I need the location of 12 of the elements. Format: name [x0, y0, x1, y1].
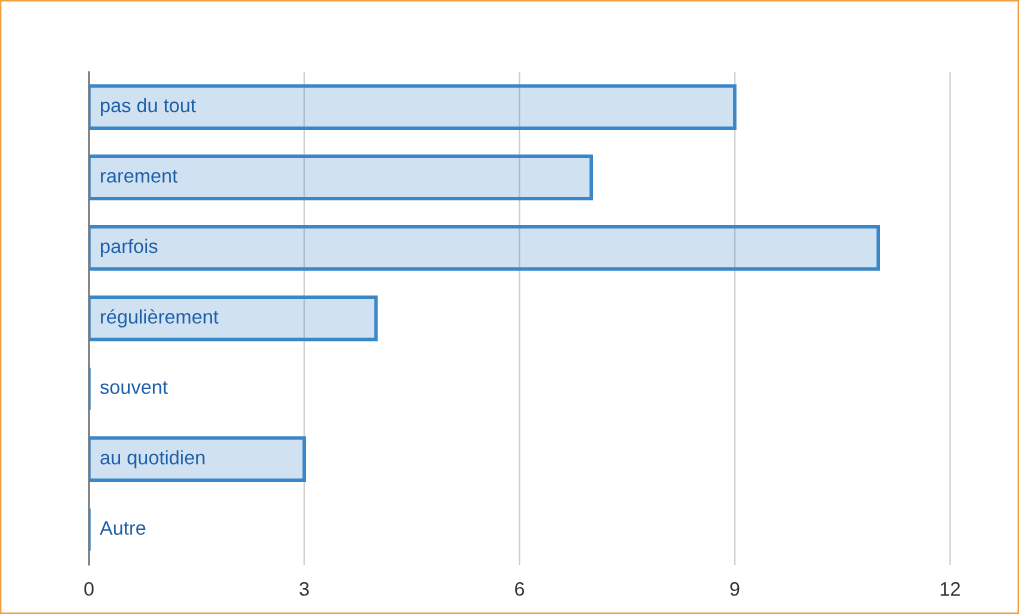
y-tick-label: régulièrement	[101, 309, 219, 328]
x-tick-label: 0	[84, 582, 94, 596]
x-tick-label: 12	[940, 582, 960, 596]
x-tick-label: 3	[299, 582, 309, 596]
y-tick-label: Autre	[99, 521, 146, 535]
y-tick-label: parfois	[100, 238, 158, 257]
x-tick-label: 6	[515, 582, 525, 596]
y-tick-label: pas du tout	[100, 97, 196, 117]
y-tick-label: au quotidien	[100, 450, 205, 469]
x-tick-label: 9	[730, 582, 740, 596]
y-tick-label: souvent	[100, 381, 168, 395]
y-tick-label: rarement	[101, 169, 178, 183]
